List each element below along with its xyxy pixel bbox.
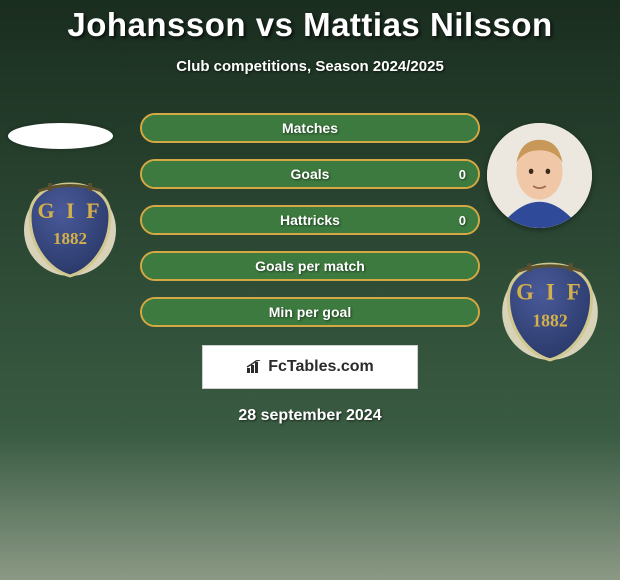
date: 28 september 2024: [0, 407, 620, 425]
player-right-avatar: [487, 123, 592, 228]
club-badge-right: G I F 1882: [498, 258, 602, 362]
stat-value-right: 0: [459, 167, 466, 182]
stat-value-right: 0: [459, 213, 466, 228]
svg-text:1882: 1882: [53, 229, 87, 248]
stat-label: Matches: [282, 120, 338, 136]
svg-text:G I F: G I F: [37, 198, 102, 223]
brand-text: FcTables.com: [268, 358, 374, 376]
stat-label: Goals per match: [255, 258, 365, 274]
stat-label: Min per goal: [269, 304, 351, 320]
stat-label: Goals: [291, 166, 330, 182]
svg-text:1882: 1882: [532, 311, 568, 331]
stat-bar: Min per goal: [140, 297, 480, 327]
stat-bar: Hattricks 0: [140, 205, 480, 235]
stat-bar: Matches: [140, 113, 480, 143]
player-left-avatar: [8, 123, 113, 149]
brand-box[interactable]: FcTables.com: [202, 345, 418, 389]
club-badge-left: G I F 1882: [20, 178, 120, 278]
page-title: Johansson vs Mattias Nilsson: [0, 6, 620, 44]
svg-text:G I F: G I F: [516, 280, 584, 305]
stat-bar: Goals per match: [140, 251, 480, 281]
stat-bar: Goals 0: [140, 159, 480, 189]
stat-bars: Matches Goals 0 Hattricks 0 Goals per match Mi…: [140, 113, 480, 327]
stat-label: Hattricks: [280, 212, 340, 228]
chart-icon: [246, 360, 264, 374]
subtitle: Club competitions, Season 2024/2025: [0, 58, 620, 75]
